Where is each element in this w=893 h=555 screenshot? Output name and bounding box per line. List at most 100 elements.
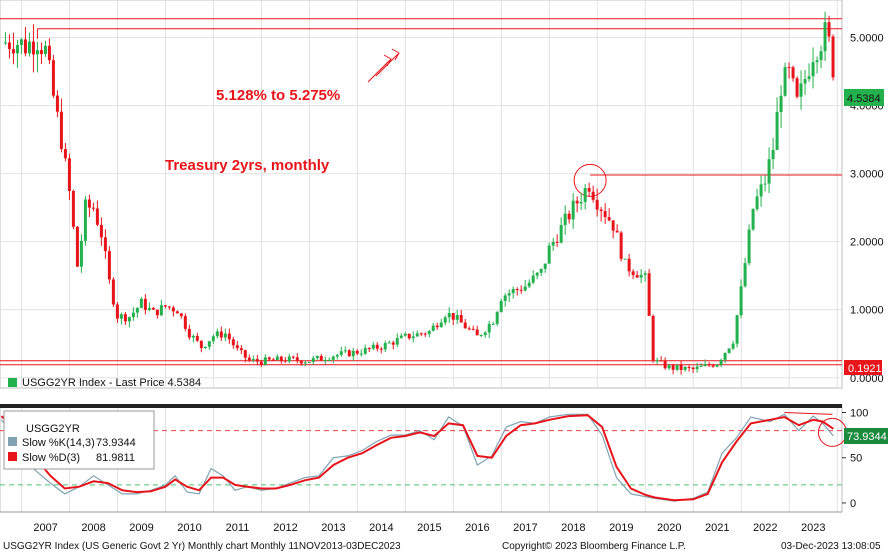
candle-body bbox=[171, 307, 175, 312]
candle-body bbox=[39, 50, 43, 54]
candle-body bbox=[231, 339, 235, 346]
year-label: 2017 bbox=[513, 522, 537, 534]
candle-body bbox=[823, 22, 827, 52]
stoch-tick-label: 0 bbox=[850, 498, 856, 510]
candle-body bbox=[315, 355, 319, 359]
candle-body bbox=[651, 315, 655, 361]
candle-body bbox=[475, 329, 479, 336]
candle-body bbox=[343, 350, 347, 352]
candle-body bbox=[819, 51, 823, 61]
candle-body bbox=[587, 188, 591, 192]
candle-body bbox=[263, 357, 267, 365]
candle-body bbox=[499, 300, 503, 312]
candle-body bbox=[699, 365, 703, 367]
candle-body bbox=[779, 95, 783, 113]
candle-body bbox=[759, 184, 763, 197]
candle-body bbox=[455, 315, 459, 320]
candle-body bbox=[399, 335, 403, 339]
candle-body bbox=[271, 359, 275, 361]
candle-body bbox=[567, 213, 571, 220]
candle-body bbox=[215, 331, 219, 337]
candle-body bbox=[827, 22, 831, 37]
year-label: 2012 bbox=[273, 522, 297, 534]
candle-body bbox=[79, 240, 83, 267]
candle-body bbox=[91, 207, 95, 209]
candle-body bbox=[639, 274, 643, 278]
candle-body bbox=[787, 67, 791, 69]
candle-body bbox=[607, 217, 611, 221]
candle-body bbox=[19, 39, 23, 46]
candle-body bbox=[451, 313, 455, 320]
candle-body bbox=[747, 229, 751, 264]
candle-body bbox=[139, 298, 143, 308]
candle-body bbox=[207, 341, 211, 347]
candle-body bbox=[763, 183, 767, 185]
candle-body bbox=[87, 199, 91, 208]
candle-body bbox=[427, 330, 431, 335]
candle-body bbox=[27, 41, 31, 54]
candle-body bbox=[623, 258, 627, 260]
candle-body bbox=[591, 191, 595, 200]
year-label: 2016 bbox=[465, 522, 489, 534]
candle-body bbox=[483, 332, 487, 336]
d-legend-name: Slow %D(3) bbox=[22, 452, 80, 464]
year-label: 2019 bbox=[609, 522, 633, 534]
candle-body bbox=[103, 237, 107, 252]
candle-body bbox=[63, 149, 67, 159]
candle-body bbox=[487, 323, 491, 333]
candle-body bbox=[151, 307, 155, 310]
candle-body bbox=[775, 112, 779, 150]
candle-body bbox=[659, 360, 663, 362]
candle-body bbox=[211, 336, 215, 342]
candle-body bbox=[95, 208, 99, 225]
stochastic-legend-box bbox=[3, 410, 155, 470]
candle-body bbox=[75, 226, 79, 267]
candle-body bbox=[675, 364, 679, 370]
up-arrows-annotation bbox=[367, 48, 400, 83]
candle-body bbox=[195, 335, 199, 341]
candle-body bbox=[347, 350, 351, 357]
candle-body bbox=[319, 355, 323, 361]
range-annotation: 5.128% to 5.275% bbox=[216, 87, 340, 104]
candle-body bbox=[331, 356, 335, 360]
candle-body bbox=[3, 42, 7, 44]
candle-body bbox=[795, 78, 799, 97]
year-label: 2013 bbox=[321, 522, 345, 534]
candle-body bbox=[355, 350, 359, 354]
candle-body bbox=[615, 230, 619, 233]
candle-body bbox=[83, 199, 87, 241]
year-label: 2023 bbox=[801, 522, 825, 534]
candle-body bbox=[163, 305, 167, 307]
candle-body bbox=[243, 350, 247, 358]
candle-body bbox=[379, 348, 383, 350]
candle-body bbox=[631, 271, 635, 276]
candle-body bbox=[371, 344, 375, 349]
candle-body bbox=[671, 365, 675, 370]
candle-body bbox=[107, 251, 111, 280]
candle-body bbox=[111, 279, 115, 305]
candle-body bbox=[31, 41, 35, 55]
candle-body bbox=[771, 149, 775, 160]
candle-body bbox=[359, 353, 363, 355]
candle-body bbox=[803, 79, 807, 84]
candle-body bbox=[719, 359, 723, 365]
candle-body bbox=[435, 325, 439, 328]
candle-body bbox=[59, 111, 63, 150]
year-label: 2015 bbox=[417, 522, 441, 534]
candle-body bbox=[619, 232, 623, 259]
candle-body bbox=[119, 314, 123, 319]
candle-body bbox=[575, 200, 579, 204]
low-line-tag bbox=[844, 360, 882, 375]
candle-body bbox=[695, 366, 699, 370]
candle-body bbox=[147, 307, 151, 310]
candle-body bbox=[419, 333, 423, 335]
candle-body bbox=[723, 352, 727, 360]
stoch-tick-label: 100 bbox=[850, 408, 868, 420]
k-value-tag-label: 73.9344 bbox=[847, 431, 887, 443]
candle-body bbox=[311, 358, 315, 363]
candle-body bbox=[51, 60, 55, 96]
footer-center: Copyright© 2023 Bloomberg Finance L.P. bbox=[502, 541, 686, 552]
candle-body bbox=[431, 325, 435, 331]
candle-body bbox=[543, 263, 547, 269]
footer-right: 03-Dec-2023 13:08:05 bbox=[781, 541, 881, 552]
